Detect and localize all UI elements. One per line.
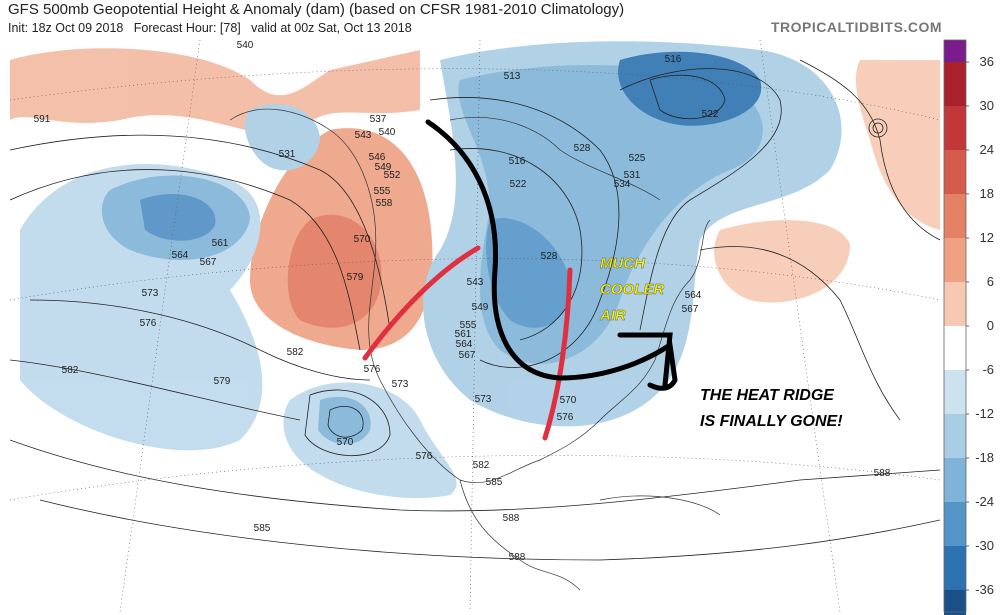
contour-label: 513: [504, 71, 521, 82]
colorbar-tick-label: -6: [982, 362, 994, 377]
contour-label: 528: [541, 251, 558, 262]
contour-label: 576: [364, 364, 381, 375]
colorbar-segment: [944, 502, 966, 546]
colorbar-tick-label: 0: [987, 318, 994, 333]
contour-label: 543: [355, 130, 372, 141]
graticule: [10, 40, 940, 612]
colorbar-segment: [944, 458, 966, 502]
colorbar: 36 30 24 18 12 6 0 -6 -12 -18 -24 -30 -36: [943, 39, 994, 615]
contour-label: 531: [279, 149, 296, 160]
contour-label: 555: [374, 186, 391, 197]
contour-label: 555: [460, 320, 477, 331]
contour-label: 525: [629, 153, 646, 164]
annotation-cooler: AIR: [599, 307, 626, 324]
contour-label: 528: [574, 143, 591, 154]
contour-label: 564: [685, 290, 702, 301]
coastlines: [229, 108, 721, 591]
contour-label: 591: [34, 114, 51, 125]
anomaly-shading: [10, 41, 940, 499]
colorbar-tick-label: 24: [980, 142, 994, 157]
colorbar-segment: [944, 62, 966, 106]
contour-label: 579: [347, 272, 364, 283]
title: GFS 500mb Geopotential Height & Anomaly …: [8, 1, 624, 18]
contour-label: 549: [375, 162, 392, 173]
contour-label: 585: [486, 477, 503, 488]
contour-label: 573: [475, 394, 492, 405]
contour-label: 582: [62, 365, 79, 376]
contour-label: 588: [509, 552, 526, 563]
contour-label: 579: [214, 376, 231, 387]
colorbar-tick-label: -30: [975, 538, 994, 553]
contour-label: 582: [287, 347, 304, 358]
height-contours: [10, 59, 940, 561]
colorbar-tick-label: -24: [975, 494, 994, 509]
colorbar-segment: [944, 370, 966, 414]
contour-label: 567: [200, 257, 217, 268]
contour-label: 564: [172, 250, 189, 261]
annotation-ridge: THE HEAT RIDGE: [700, 387, 835, 404]
contour-label: 573: [392, 379, 409, 390]
colorbar-segment: [944, 106, 966, 150]
contour-label: 546: [369, 152, 386, 163]
subtitle: Init: 18z Oct 09 2018 Forecast Hour: [78…: [8, 21, 412, 35]
colorbar-tick-label: -36: [975, 582, 994, 597]
contour-label: 516: [509, 156, 526, 167]
annotations: MUCH COOLER AIR THE HEAT RIDGE IS FINALLY GO…: [599, 255, 843, 430]
site-name: TROPICALTIDBITS.COM: [771, 19, 942, 35]
colorbar-tick-label: 30: [980, 98, 994, 113]
colorbar-segment: [944, 194, 966, 238]
contour-label: 552: [384, 170, 401, 181]
annotation-cooler: COOLER: [600, 281, 664, 298]
contour-label: 531: [624, 170, 641, 181]
contour-label: 567: [682, 304, 699, 315]
colorbar-tick-label: -12: [975, 406, 994, 421]
contour-label: 570: [560, 395, 577, 406]
contour-label: 582: [473, 460, 490, 471]
contour-label: 516: [665, 54, 682, 65]
contour-label: 558: [376, 198, 393, 209]
contour-label: 564: [456, 339, 473, 350]
contour-label: 522: [702, 109, 719, 120]
contour-label: 537: [370, 114, 387, 125]
contour-label: 570: [354, 234, 371, 245]
colorbar-tick-label: -18: [975, 450, 994, 465]
colorbar-tick-label: 36: [980, 54, 994, 69]
contour-label: 561: [212, 238, 229, 249]
drawn-arrows: [362, 119, 678, 441]
contour-label: 522: [510, 179, 527, 190]
contour-label: 576: [557, 412, 574, 423]
contour-label: 543: [467, 277, 484, 288]
colorbar-segment: [944, 282, 966, 326]
contour-label: 588: [874, 468, 891, 479]
colorbar-segment: [944, 546, 966, 590]
contour-label: 540: [379, 127, 396, 138]
contour-label: 573: [142, 288, 159, 299]
annotation-ridge: IS FINALLY GONE!: [700, 413, 843, 430]
contour-label: 576: [416, 451, 433, 462]
contour-label: 567: [459, 350, 476, 361]
colorbar-segment: [944, 326, 966, 370]
contour-label: 561: [455, 329, 472, 340]
colorbar-segment: [944, 40, 966, 62]
colorbar-tick-label: 6: [987, 274, 994, 289]
contour-label: 588: [503, 513, 520, 524]
contour-label: 549: [472, 302, 489, 313]
colorbar-tick-label: 12: [980, 230, 994, 245]
colorbar-segment: [944, 238, 966, 282]
colorbar-tick-label: 18: [980, 186, 994, 201]
contour-label: 585: [254, 523, 271, 534]
colorbar-segment: [944, 590, 966, 615]
colorbar-segment: [944, 150, 966, 194]
colorbar-segment: [944, 414, 966, 458]
contour-label: 576: [140, 318, 157, 329]
annotation-cooler: MUCH: [600, 255, 646, 272]
contour-label: 534: [614, 179, 631, 190]
contour-label: 540: [237, 40, 254, 51]
contour-label: 570: [337, 437, 354, 448]
